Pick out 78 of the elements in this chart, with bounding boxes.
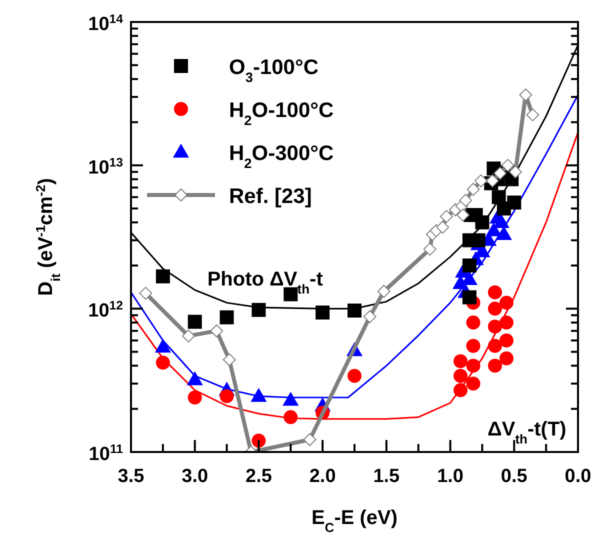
point (156, 269, 170, 284)
legend-label: H$_{2}$O-300°C (229, 142, 334, 170)
point (488, 285, 502, 300)
point (423, 242, 436, 256)
x-tick-label: 0.5 (500, 466, 528, 487)
point (494, 166, 507, 180)
point (363, 310, 376, 324)
point (377, 284, 390, 298)
point (493, 214, 510, 228)
point (499, 333, 514, 348)
point (488, 358, 502, 373)
point (526, 108, 540, 122)
point (499, 351, 514, 366)
x-tick-label: 2.5 (246, 466, 272, 487)
x-tick-label: 0.0 (564, 466, 592, 487)
x-axis-title: E$_{C}$-E (eV) (311, 507, 398, 534)
point (466, 316, 480, 330)
point (466, 358, 480, 373)
point (471, 233, 486, 248)
annotation: Photo ΔV$_{th}$-t (207, 268, 324, 296)
point (501, 158, 514, 172)
point (508, 165, 522, 178)
point (252, 302, 266, 317)
x-tick-label: 1.0 (437, 466, 464, 487)
point (466, 376, 480, 391)
point (222, 353, 236, 366)
x-tick-label: 3.0 (182, 466, 208, 487)
point (462, 290, 476, 304)
point (316, 306, 330, 320)
point (154, 338, 171, 353)
point (475, 215, 490, 230)
point (440, 210, 453, 223)
point (303, 433, 316, 446)
point (486, 174, 499, 188)
point (519, 88, 532, 102)
point (499, 296, 514, 310)
point (252, 434, 266, 448)
point (282, 392, 299, 406)
point (220, 389, 234, 404)
point (186, 371, 203, 386)
point (462, 258, 476, 273)
point (348, 368, 362, 383)
point (454, 368, 468, 383)
point (139, 286, 152, 300)
point (507, 196, 522, 210)
point (456, 208, 470, 222)
point (474, 174, 488, 188)
point (454, 354, 468, 368)
legend-label: H$_{2}$O-100°C (229, 99, 334, 128)
point (182, 329, 195, 342)
point (466, 338, 480, 353)
legend-label: Ref. [23] (229, 185, 312, 208)
point (459, 194, 472, 207)
y-tick-label: 10$^{14}$ (88, 12, 124, 35)
point (188, 314, 202, 329)
x-tick-label: 2.0 (309, 466, 336, 487)
point (284, 410, 298, 424)
annotation: ΔV$_{th}$-t(T) (487, 418, 566, 446)
y-tick-label: 10$^{11}$ (88, 442, 124, 465)
point (250, 388, 267, 402)
legend-label: O$_{3}$-100°C (229, 56, 319, 84)
point (488, 302, 502, 316)
y-tick-label: 10$^{13}$ (88, 155, 124, 178)
point (220, 310, 234, 324)
point (436, 220, 450, 234)
point (488, 320, 502, 334)
point (156, 356, 170, 370)
point (284, 287, 298, 302)
point (499, 316, 514, 330)
point (210, 324, 224, 338)
y-tick-label: 10$^{12}$ (88, 298, 124, 322)
point (488, 338, 502, 353)
point (466, 182, 480, 196)
point (454, 383, 468, 398)
point (348, 304, 362, 318)
point (188, 390, 202, 405)
x-tick-label: 3.5 (118, 466, 145, 487)
x-tick-label: 1.5 (373, 466, 400, 487)
